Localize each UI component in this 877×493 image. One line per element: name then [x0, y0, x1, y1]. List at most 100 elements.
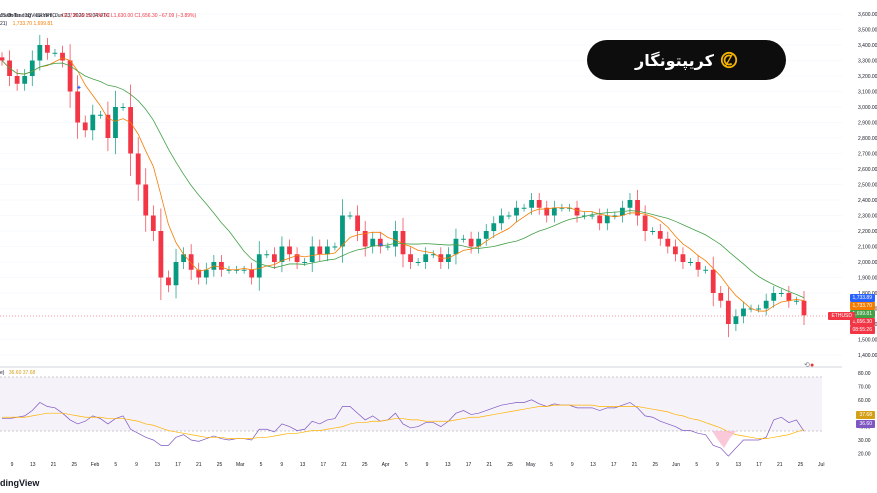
candle — [370, 231, 376, 254]
candle — [340, 199, 345, 263]
rsi-tick-label: 30.00 — [858, 438, 871, 444]
candle — [574, 200, 580, 223]
candle — [332, 242, 338, 251]
candle — [657, 224, 663, 246]
rsi-band — [0, 377, 822, 431]
time-tick-label: 25 — [652, 462, 658, 468]
candle — [597, 208, 603, 231]
price-badge: 1,733.89 — [849, 294, 875, 302]
candle — [14, 69, 20, 91]
candle — [650, 227, 656, 235]
candle — [763, 293, 769, 316]
brand-logo: کریپتونگار — [587, 40, 786, 80]
time-tick-label: 9 — [426, 462, 429, 468]
time-tick-label: 21 — [196, 462, 202, 468]
price-tick-label: 1,500.00 — [858, 338, 877, 344]
time-tick-label: 9 — [135, 462, 138, 468]
time-tick-label: Apr — [382, 462, 390, 468]
time-tick-label: 9 — [571, 462, 574, 468]
candle — [256, 241, 262, 291]
candle — [173, 248, 179, 299]
price-tick-label: 3,300.00 — [858, 59, 877, 65]
price-tick-label: 2,600.00 — [858, 167, 877, 173]
candle — [483, 224, 489, 246]
time-tick-label: 21 — [486, 462, 492, 468]
candle — [135, 137, 141, 201]
candle — [408, 247, 413, 269]
time-tick-label: 21 — [341, 462, 347, 468]
candle — [241, 265, 247, 274]
header-prefix: d with TradingView.com, Jun 23, 2026 15:… — [0, 13, 110, 19]
candle — [672, 239, 678, 262]
candle — [29, 50, 35, 87]
candle — [514, 200, 519, 223]
indicator-values: 1,733.70 1,699.81 — [12, 21, 53, 27]
time-tick-label: 9 — [11, 462, 14, 468]
candle — [0, 52, 5, 66]
candle — [271, 247, 277, 269]
candle — [703, 265, 709, 274]
event-marker-icon: ✦ — [76, 84, 82, 92]
time-tick-label: Mar — [236, 462, 245, 468]
time-tick-label: 25 — [217, 462, 223, 468]
candle — [75, 75, 81, 139]
time-tick-label: 25 — [798, 462, 804, 468]
candle — [718, 286, 724, 308]
candle — [688, 258, 693, 266]
time-tick-label: Feb — [91, 462, 100, 468]
candle — [544, 200, 550, 223]
time-tick-label: 13 — [30, 462, 36, 468]
rsi-oversold-fill — [702, 431, 736, 448]
price-badge: 08:55:26 — [849, 326, 875, 334]
candle — [150, 205, 156, 242]
rsi-tick-label: 80.00 — [858, 371, 871, 377]
candle — [90, 104, 96, 141]
candle — [67, 44, 73, 108]
price-tick-label: 1,900.00 — [858, 276, 877, 282]
candle — [415, 258, 421, 266]
candle — [324, 239, 330, 262]
time-tick-label: 17 — [466, 462, 472, 468]
brand-name: کریپتونگار — [635, 50, 714, 70]
price-tick-label: 2,000.00 — [858, 260, 877, 266]
candle — [362, 220, 368, 257]
candle — [158, 208, 164, 300]
header-line-1: d with TradingView.com, Jun 23, 2026 15:… — [0, 13, 110, 19]
price-badge: 1,656.30 — [849, 318, 875, 326]
rsi-header[interactable]: e) 36.60 37.68 — [0, 370, 35, 376]
symbol-label[interactable]: JS Dollar · 1D · CRYPTO — [0, 13, 57, 19]
replay-icon[interactable]: ⟲ — [804, 362, 810, 369]
candle — [44, 38, 50, 60]
time-tick-label: 25 — [362, 462, 368, 468]
candle — [604, 208, 610, 231]
candle — [143, 168, 149, 232]
price-tick-label: 2,900.00 — [858, 121, 877, 127]
candle — [22, 69, 28, 91]
time-tick-label: Jun — [672, 462, 680, 468]
candle — [279, 236, 285, 273]
candle — [97, 110, 103, 119]
candle — [506, 211, 512, 220]
candle — [491, 216, 497, 238]
indicator-row[interactable]: 21) 1,733.70 1,699.81 — [0, 21, 53, 27]
price-tick-label: 2,300.00 — [858, 214, 877, 220]
candlestick-series — [0, 34, 807, 338]
rsi-label[interactable]: e) — [0, 370, 5, 376]
tradingview-brand[interactable]: dingView — [0, 478, 40, 488]
candle — [188, 244, 194, 280]
flag-icon[interactable]: ● — [810, 362, 814, 369]
candle — [551, 200, 557, 223]
candle — [37, 34, 43, 71]
candle — [52, 48, 58, 57]
candle — [347, 211, 353, 220]
candle — [377, 231, 383, 254]
indicator-label[interactable]: 21) — [0, 21, 8, 27]
ma-slow-line — [1, 60, 805, 299]
rsi-badge: 37.68 — [856, 411, 875, 419]
header-symbol-row[interactable]: JS Dollar · 1D · CRYPTO O1,736.19 H1,734… — [0, 13, 196, 19]
candle — [635, 189, 640, 226]
candle — [219, 255, 224, 277]
candle — [801, 291, 807, 326]
candle — [498, 208, 504, 231]
